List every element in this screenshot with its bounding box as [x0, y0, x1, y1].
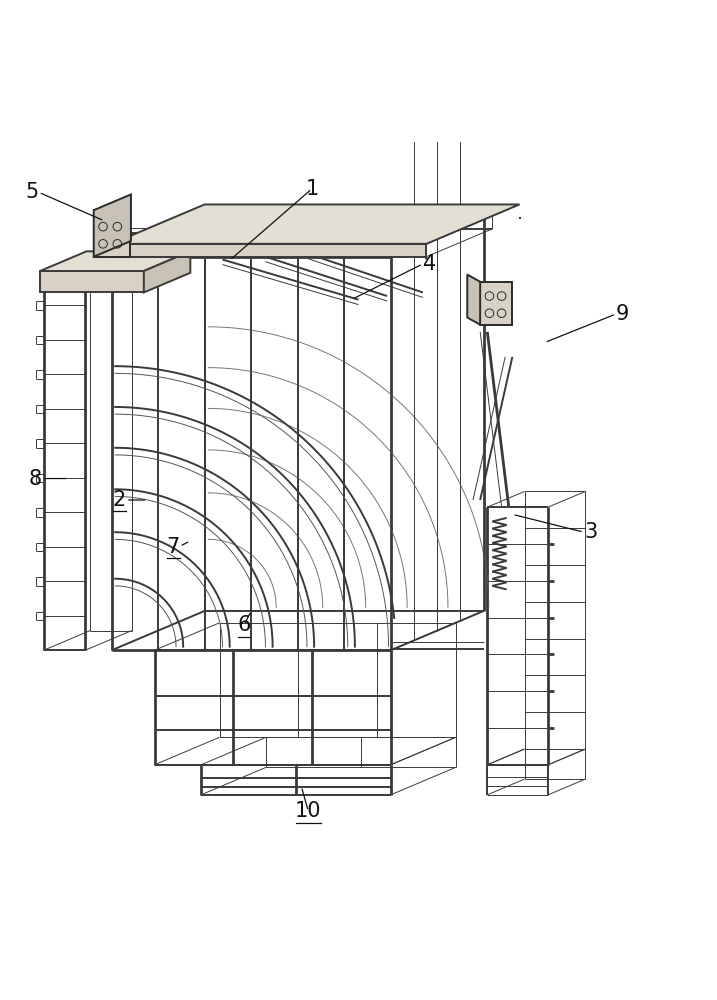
Text: 7: 7	[166, 537, 179, 557]
Polygon shape	[480, 282, 513, 325]
Polygon shape	[40, 271, 144, 292]
Text: 9: 9	[616, 304, 630, 324]
Polygon shape	[112, 244, 427, 257]
Text: 4: 4	[423, 254, 436, 274]
Polygon shape	[94, 194, 131, 257]
Text: 8: 8	[29, 469, 42, 489]
Text: 5: 5	[25, 182, 39, 202]
Text: 10: 10	[295, 801, 322, 821]
Polygon shape	[144, 251, 190, 292]
Polygon shape	[40, 251, 190, 271]
Polygon shape	[94, 210, 130, 257]
Polygon shape	[112, 204, 520, 244]
Polygon shape	[467, 275, 480, 325]
Text: 2: 2	[113, 490, 126, 510]
Text: 6: 6	[237, 615, 251, 635]
Text: 1: 1	[305, 179, 318, 199]
Text: 3: 3	[584, 522, 597, 542]
